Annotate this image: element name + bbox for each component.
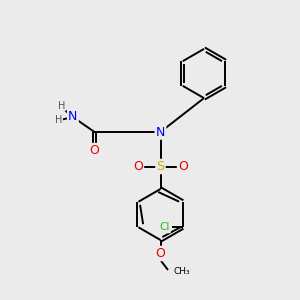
Text: O: O (90, 144, 99, 157)
Text: H: H (55, 115, 62, 125)
Text: O: O (178, 160, 188, 173)
Text: O: O (133, 160, 143, 173)
Text: S: S (157, 160, 164, 173)
Text: N: N (156, 125, 165, 139)
Text: H: H (58, 101, 65, 111)
Text: N: N (68, 110, 78, 124)
Text: Cl: Cl (159, 222, 170, 232)
Text: CH₃: CH₃ (174, 267, 190, 276)
Text: O: O (156, 247, 165, 260)
